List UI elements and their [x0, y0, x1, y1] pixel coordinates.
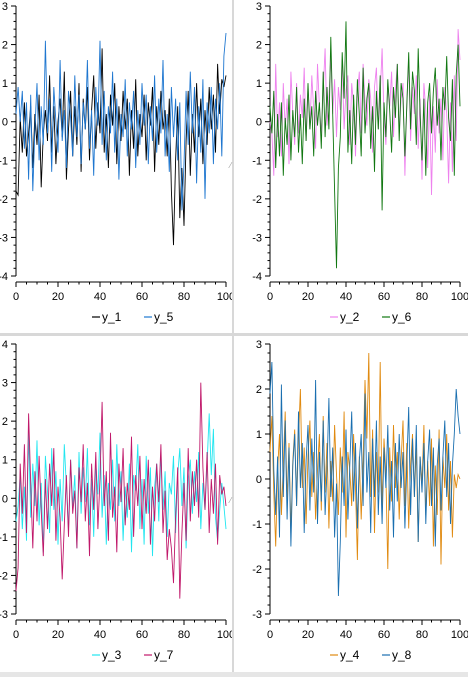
x-tick-label: 20: [302, 629, 314, 641]
series-line-y_4: [269, 352, 461, 570]
y-tick-label: 0: [2, 493, 8, 505]
legend-label: y_1: [102, 310, 122, 324]
chart-panel-top-left: -4 -3 -2 -1 0 1 2 3 0 20 40 60 80 100 y_1 y_5: [0, 0, 235, 333]
x-tick-label: 100: [217, 629, 232, 641]
x-tick-label: 60: [136, 291, 148, 303]
series-line-y_3: [15, 413, 227, 557]
y-tick-label: -1: [0, 532, 8, 544]
y-tick-label: 2: [256, 40, 262, 52]
y-tick-label: -3: [0, 232, 8, 244]
x-tick-label: 40: [94, 291, 106, 303]
y-tick-label: -1: [252, 155, 262, 167]
x-tick-label: 80: [178, 291, 190, 303]
chart-svg-bottom-right: -3 -2 -1 0 1 2 3 0 20 40 60 80 100 y_4 y_8: [252, 339, 468, 662]
x-tick-label: 20: [302, 291, 314, 303]
y-tick-label: 0: [256, 117, 262, 129]
legend-label: y_5: [154, 310, 174, 324]
y-tick-label: -2: [252, 194, 262, 206]
y-tick-label: 2: [2, 40, 8, 52]
series-line-y_6: [269, 21, 461, 269]
x-tick-label: 60: [378, 291, 390, 303]
y-tick-label: -2: [0, 570, 8, 582]
legend-label: y_4: [340, 648, 360, 662]
chart-svg-top-left: -4 -3 -2 -1 0 1 2 3 0 20 40 60 80 100 y_1 y_5: [0, 1, 235, 324]
x-tick-label: 0: [13, 629, 19, 641]
series-line-y_5: [15, 32, 227, 211]
horizontal-splitter[interactable]: [0, 333, 468, 336]
y-tick-label: -3: [252, 609, 262, 621]
splitter-grip-icon[interactable]: ⁄: [230, 161, 232, 170]
legend-label: y_2: [340, 310, 360, 324]
legend-label: y_6: [392, 310, 412, 324]
x-tick-label: 0: [13, 291, 19, 303]
y-tick-label: 2: [256, 384, 262, 396]
x-tick-label: 80: [416, 291, 428, 303]
x-tick-label: 20: [52, 629, 64, 641]
y-tick-label: 1: [256, 78, 262, 90]
y-tick-label: -3: [252, 232, 262, 244]
x-tick-label: 0: [267, 291, 273, 303]
x-tick-label: 40: [340, 291, 352, 303]
x-tick-label: 40: [94, 629, 106, 641]
y-tick-label: -4: [252, 271, 262, 283]
x-tick-label: 60: [378, 629, 390, 641]
series-line-y_7: [15, 382, 227, 599]
y-tick-label: -2: [252, 564, 262, 576]
y-tick-label: 2: [2, 416, 8, 428]
legend-label: y_7: [154, 648, 174, 662]
y-tick-label: -4: [0, 271, 8, 283]
y-tick-label: 0: [2, 117, 8, 129]
chart-svg-top-right: -4 -3 -2 -1 0 1 2 3 0 20 40 60 80 100 y_2 y_6: [252, 1, 468, 324]
y-tick-label: 4: [2, 339, 8, 351]
x-tick-label: 80: [178, 629, 190, 641]
x-tick-label: 100: [217, 291, 232, 303]
x-tick-label: 100: [451, 629, 468, 641]
series-line-y_8: [269, 361, 461, 597]
y-tick-label: 1: [2, 455, 8, 467]
legend-label: y_3: [102, 648, 122, 662]
y-tick-label: -2: [0, 194, 8, 206]
splitter-grip-icon[interactable]: ⁄: [230, 496, 232, 505]
y-tick-label: -1: [252, 519, 262, 531]
chart-panel-top-right: -4 -3 -2 -1 0 1 2 3 0 20 40 60 80 100 y_2 y_6: [234, 0, 468, 333]
y-tick-label: 3: [256, 339, 262, 351]
x-tick-label: 100: [451, 291, 468, 303]
chart-panel-bottom-right: -3 -2 -1 0 1 2 3 0 20 40 60 80 100 y_4 y_8: [234, 336, 468, 672]
series-line-y_2: [269, 29, 461, 196]
x-tick-label: 80: [416, 629, 428, 641]
y-tick-label: -3: [0, 609, 8, 621]
legend-label: y_8: [392, 648, 412, 662]
y-tick-label: 1: [256, 429, 262, 441]
y-tick-label: 0: [256, 474, 262, 486]
y-tick-label: -1: [0, 155, 8, 167]
x-tick-label: 20: [52, 291, 64, 303]
x-tick-label: 0: [267, 629, 273, 641]
x-tick-label: 60: [136, 629, 148, 641]
y-tick-label: 3: [256, 1, 262, 13]
y-tick-label: 1: [2, 78, 8, 90]
y-tick-label: 3: [2, 1, 8, 13]
vertical-splitter[interactable]: [232, 0, 234, 672]
y-tick-label: 3: [2, 378, 8, 390]
series-line-y_1: [15, 48, 227, 246]
x-tick-label: 40: [340, 629, 352, 641]
